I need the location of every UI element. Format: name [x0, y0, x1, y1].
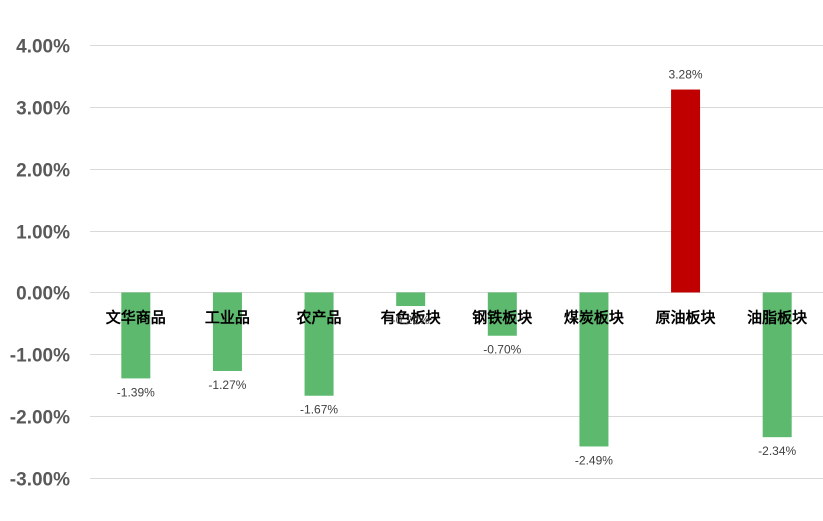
data-label: -0.70%: [483, 343, 521, 357]
y-tick-label: 3.00%: [16, 99, 70, 120]
data-label: -1.27%: [208, 378, 246, 392]
bar: [671, 89, 701, 293]
data-labels: -1.39% -1.27% -1.67% -0.22% -0.70% -2.49% 3.28…: [117, 68, 797, 468]
bar: [304, 292, 334, 396]
category-label: 有色板块: [381, 308, 442, 326]
bar: [121, 292, 151, 379]
category-label: 农产品: [296, 308, 342, 326]
bar: [579, 292, 609, 447]
category-labels: 文华商品 工业品 农产品 有色板块 钢铁板块 煤炭板块 原油板块 油脂板块: [106, 308, 808, 326]
y-tick-label: 4.00%: [16, 37, 70, 58]
bar: [396, 292, 426, 307]
y-tick-label: -3.00%: [10, 470, 70, 491]
data-label: -2.49%: [575, 453, 613, 467]
category-label: 工业品: [205, 308, 250, 326]
bar: [212, 292, 242, 371]
y-tick-label: 0.00%: [16, 284, 70, 305]
bar: [762, 292, 792, 438]
category-label: 油脂板块: [747, 308, 808, 326]
category-label: 文华商品: [106, 308, 166, 326]
gridlines: [90, 45, 823, 479]
data-label: 3.28%: [669, 68, 703, 82]
data-label: -0.22%: [392, 313, 430, 327]
bar: [487, 292, 517, 336]
y-tick-label: -2.00%: [10, 408, 70, 429]
category-label: 原油板块: [656, 308, 717, 326]
category-label: 煤炭板块: [564, 308, 625, 326]
y-tick-label: -1.00%: [10, 346, 70, 367]
y-axis-tick-labels: 4.00% 3.00% 2.00% 1.00% 0.00% -1.00% -2.00% -3.…: [10, 37, 70, 491]
data-label: -1.39%: [117, 385, 155, 399]
bars: [121, 89, 792, 447]
category-label: 钢铁板块: [472, 308, 533, 326]
y-tick-label: 2.00%: [16, 161, 70, 182]
data-label: -1.67%: [300, 403, 338, 417]
data-label: -2.34%: [758, 444, 796, 458]
y-tick-label: 1.00%: [16, 223, 70, 244]
